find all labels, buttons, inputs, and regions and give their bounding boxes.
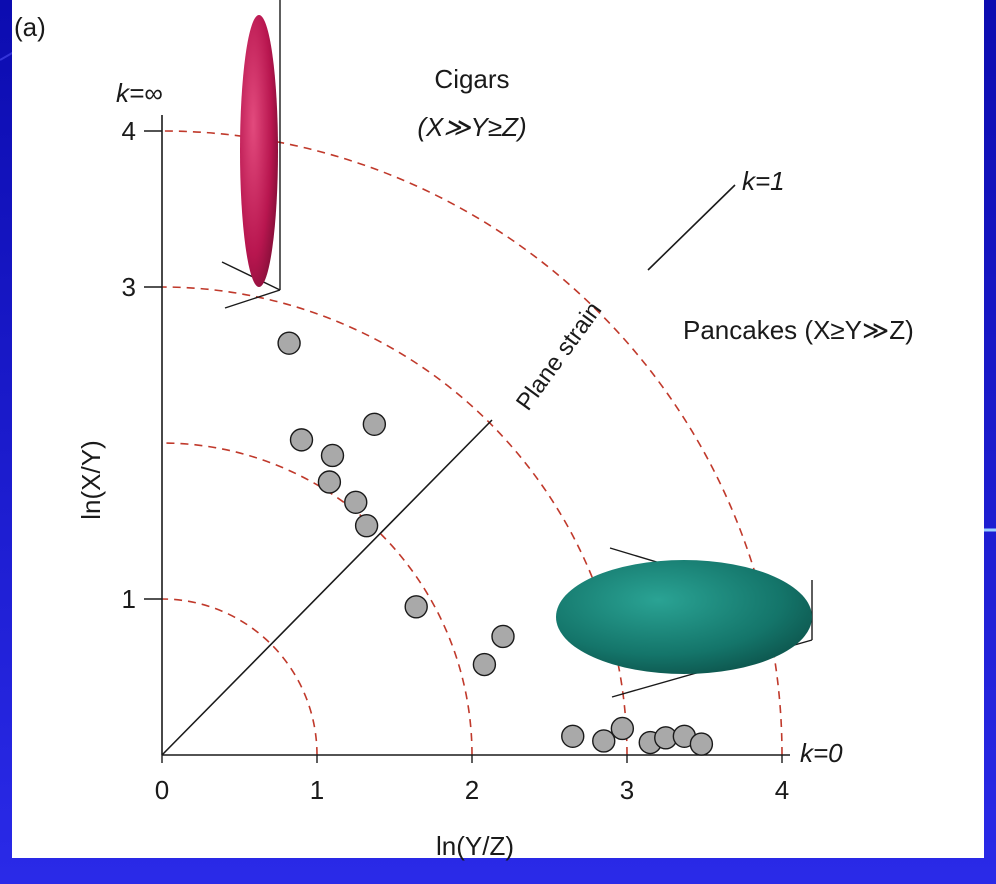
y-tick-label: 4 [122,116,136,146]
panel-label: (a) [14,12,46,42]
y-tick-label: 3 [122,272,136,302]
pancake-ellipsoid-icon [556,547,813,698]
x-tick-label: 4 [775,775,789,805]
x-tick-label: 0 [155,775,169,805]
k-infinity-label: k=∞ [116,78,163,108]
data-point [592,729,616,753]
plane-strain-label: Plane strain [511,297,607,415]
k-one-label: k=1 [742,166,785,196]
contour-arc-1 [161,598,318,756]
x-tick-label: 1 [310,775,324,805]
cigar-ellipsoid-icon [221,0,281,309]
x-tick-label: 2 [465,775,479,805]
pancakes-label: Pancakes (X≥Y≫Z) [683,315,914,345]
data-point [289,428,314,452]
data-points [277,331,714,756]
y-axis-label: ln(X/Y) [76,440,106,519]
x-axis-label: ln(Y/Z) [436,831,514,861]
figure-panel [12,0,984,858]
data-point [610,716,635,741]
data-point [317,470,342,494]
data-point [561,724,585,748]
cigars-title: Cigars [434,64,509,94]
contour-arc-2 [161,442,473,756]
data-point [277,331,301,355]
cigars-subtitle: (X≫Y≥Z) [417,112,526,142]
k-zero-label: k=0 [800,738,843,768]
x-tick-label: 3 [620,775,634,805]
y-tick-label: 1 [122,584,136,614]
data-point [491,624,515,649]
k-one-line [647,184,736,271]
data-point [344,490,368,514]
data-point [320,443,345,468]
y-ticks: 1 3 4 [122,116,162,614]
contour-arcs [161,130,783,756]
contour-arc-4 [161,130,783,756]
data-point [404,595,428,619]
data-point [362,412,387,436]
data-point [689,732,714,756]
x-ticks: 0 1 2 3 4 [155,755,789,805]
data-point [354,513,379,538]
contour-arc-3 [161,286,628,756]
data-point [472,652,497,677]
plane-strain-line [161,419,493,756]
